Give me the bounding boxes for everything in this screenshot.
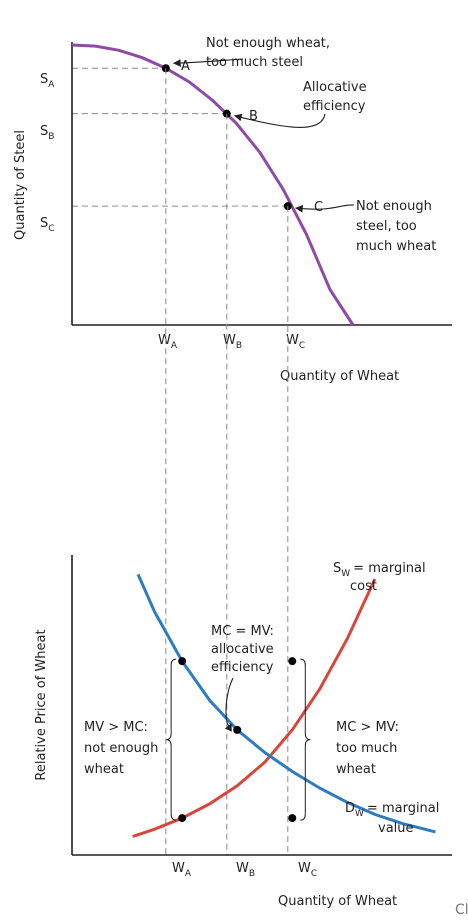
bottom-x-axis-label: Quantity of Wheat xyxy=(278,894,397,909)
annotation-allocative-line1: Allocative xyxy=(303,80,367,95)
annotation-mc-mv-line2: allocative xyxy=(211,642,274,657)
supply-label-line1: SW = marginal xyxy=(333,561,426,579)
top-y-tick-sc: SC xyxy=(40,216,55,234)
top-y-tick-sb: SB xyxy=(40,124,54,142)
annotation-mc-gt-mv-line1: MC > MV: xyxy=(336,720,399,735)
annotation-not-enough-steel-line2: steel, too xyxy=(356,219,417,234)
annotation-mc-gt-mv-line2: too much xyxy=(336,741,397,756)
bottom-annotation-arrows xyxy=(224,677,234,732)
annotation-not-enough-wheat-line1: Not enough wheat, xyxy=(206,36,330,51)
point-label-b: B xyxy=(249,109,258,124)
annotation-not-enough-wheat-line2: too much steel xyxy=(206,55,303,70)
demand-label-line2: value xyxy=(378,821,414,836)
annotation-mv-gt-mc-line2: not enough xyxy=(84,741,158,756)
demand-marginal-value-curve xyxy=(136,573,436,834)
panel-connector-lines xyxy=(165,68,289,855)
annotation-mv-gt-mc-line1: MV > MC: xyxy=(84,720,148,735)
point-equilibrium-at-wb xyxy=(233,725,242,734)
bottom-x-tick-wc: WC xyxy=(298,861,317,879)
corner-text: Cl xyxy=(455,902,468,918)
annotation-not-enough-steel-line1: Not enough xyxy=(356,199,432,214)
demand-label-line1: DW = marginal xyxy=(345,801,439,819)
supply-marginal-cost-curve xyxy=(132,578,377,838)
annotation-not-enough-steel-line3: much wheat xyxy=(356,239,436,254)
point-mv-at-wa xyxy=(178,657,187,666)
top-x-tick-wc: WC xyxy=(286,333,305,351)
arrow-to-point-c xyxy=(295,204,355,213)
arrow-to-equilibrium xyxy=(224,677,234,732)
point-mv-at-wc xyxy=(288,814,297,823)
point-label-c: C xyxy=(314,200,323,215)
bottom-points xyxy=(178,657,297,823)
brace-mc-gt-mv xyxy=(300,658,311,821)
point-label-a: A xyxy=(181,59,190,74)
supply-label-line2: cost xyxy=(350,579,377,594)
bottom-x-tick-wa: WA xyxy=(172,861,192,879)
bottom-y-axis-label: Relative Price of Wheat xyxy=(34,629,49,780)
annotation-mc-mv-line3: efficiency xyxy=(211,660,274,675)
ppf-curve xyxy=(71,43,355,326)
bottom-x-tick-wb: WB xyxy=(236,861,255,879)
annotation-mc-gt-mv-line3: wheat xyxy=(336,762,376,777)
annotation-mv-gt-mc-line3: wheat xyxy=(84,762,124,777)
top-y-tick-sa: SA xyxy=(40,72,55,90)
top-annotation-arrows xyxy=(173,58,355,213)
brace-mv-gt-mc xyxy=(166,658,177,821)
bottom-braces xyxy=(166,658,311,821)
top-chart: Quantity of Steel Quantity of Wheat SA S… xyxy=(13,36,452,384)
annotation-allocative-line2: efficiency xyxy=(303,99,366,114)
arrow-to-point-b xyxy=(234,113,326,128)
point-mc-at-wa xyxy=(178,814,187,823)
top-y-axis-label: Quantity of Steel xyxy=(13,130,28,240)
top-x-tick-wa: WA xyxy=(158,333,178,351)
annotation-mc-mv-line1: MC = MV: xyxy=(211,624,274,639)
point-mc-at-wc xyxy=(288,657,297,666)
top-guide-lines xyxy=(72,67,288,207)
bottom-chart: Relative Price of Wheat Quantity of Whea… xyxy=(34,555,452,909)
top-x-axis-label: Quantity of Wheat xyxy=(280,369,399,384)
arrow-to-point-a xyxy=(173,58,244,67)
top-x-tick-wb: WB xyxy=(223,333,242,351)
